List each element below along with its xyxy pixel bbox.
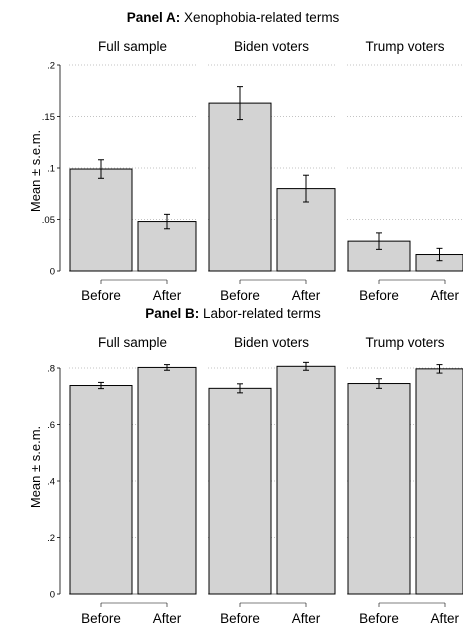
panel-b-facet-2-xtick-label: After xyxy=(292,611,321,626)
panel-b-ytick-label: 0 xyxy=(50,590,55,601)
panel-a-facet-2-subtitle: Biden voters xyxy=(234,39,309,54)
panel-b-ytick-label: .8 xyxy=(47,364,55,375)
panel-b-facet-3: Trump voters Before After xyxy=(347,335,463,626)
panel-a-facet-1-bar-after xyxy=(137,221,197,272)
panel-a-facet-1-xtick-label: After xyxy=(153,288,182,303)
panel-a-label: Panel A: xyxy=(127,10,181,25)
panel-b-ytick-label: .2 xyxy=(47,533,55,544)
panel-b-facet-1-bar-before xyxy=(69,385,133,595)
panel-a-ytick-label: .2 xyxy=(47,61,55,72)
panel-b-facet-2-xtick-label: Before xyxy=(220,611,260,626)
panel-b-ytick-label: .4 xyxy=(47,477,55,488)
panel-a-facet-2: Biden voters Before After xyxy=(208,39,336,303)
panel-b-facet-3-xtick-label: Before xyxy=(359,611,399,626)
panel-b-title-text: Labor-related terms xyxy=(203,306,321,321)
panel-a-ytick-label: .05 xyxy=(42,215,55,226)
panel-b-facet-1-bar-after xyxy=(137,366,197,595)
panel-b-facet-2-bar-before xyxy=(208,387,272,595)
panel-b-ytick-label: .6 xyxy=(47,420,55,431)
panel-b-facet-3-subtitle: Trump voters xyxy=(365,335,444,350)
panel-a-facet-3-subtitle: Trump voters xyxy=(365,39,444,54)
panel-b-facet-1-xtick-label: After xyxy=(153,611,182,626)
panel-a-facet-1-subtitle: Full sample xyxy=(98,39,167,54)
panel-b-facet-1: Full sample Before After xyxy=(69,335,197,626)
panel-a-facet-3-xtick-label: Before xyxy=(359,288,399,303)
panel-a-facet-1-bar-before xyxy=(69,168,133,272)
panel-b-facet-2-subtitle: Biden voters xyxy=(234,335,309,350)
panel-a-ylabel: Mean ± s.e.m. xyxy=(28,130,43,212)
panel-a-facet-2-xtick-label: Before xyxy=(220,288,260,303)
panel-b-facet-3-xtick-label: After xyxy=(430,611,459,626)
panel-b-facet-2-bar-after xyxy=(276,365,336,595)
panel-b-facet-1-xtick-label: Before xyxy=(81,611,121,626)
panel-a-facet-2-bar-before xyxy=(208,102,272,272)
panel-a-facet-1: Full sample Before After xyxy=(69,39,197,303)
panel-a-ytick-label: .15 xyxy=(42,112,55,123)
panel-a-ytick-label: 0 xyxy=(50,267,55,278)
panel-b-title: Panel B: Labor-related terms xyxy=(145,306,321,321)
panel-b-facet-3-bar-before xyxy=(347,383,411,595)
panel-a-ytick-label: .1 xyxy=(47,164,55,175)
panel-a-facet-2-xtick-label: After xyxy=(292,288,321,303)
panel-b: Panel B: Labor-related terms Mean ± s.e.… xyxy=(28,306,463,626)
panel-a-facet-1-xtick-label: Before xyxy=(81,288,121,303)
panel-b-ylabel: Mean ± s.e.m. xyxy=(28,426,43,508)
panel-b-label: Panel B: xyxy=(145,306,199,321)
panel-a-facet-3: Trump voters Before After xyxy=(347,39,463,303)
panel-b-facet-1-subtitle: Full sample xyxy=(98,335,167,350)
panel-a-facet-3-xtick-label: After xyxy=(430,288,459,303)
panel-a-title: Panel A: Xenophobia-related terms xyxy=(127,10,340,25)
panel-a: Panel A: Xenophobia-related terms Mean ±… xyxy=(28,10,463,303)
panel-a-title-text: Xenophobia-related terms xyxy=(184,10,340,25)
panel-b-facet-2: Biden voters Before After xyxy=(208,335,336,626)
panel-b-facet-3-bar-after xyxy=(415,368,463,595)
